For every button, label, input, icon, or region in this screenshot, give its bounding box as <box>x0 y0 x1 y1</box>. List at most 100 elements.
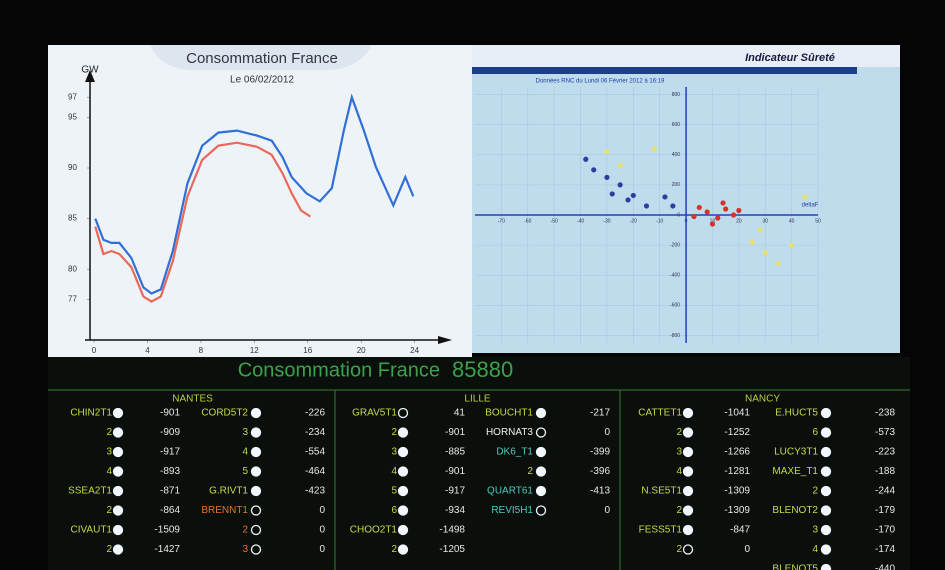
unit-value: -1509 <box>154 525 180 536</box>
board <box>48 357 910 570</box>
status-off <box>397 407 409 419</box>
status-on <box>112 505 124 516</box>
status-on <box>535 466 547 477</box>
unit-name: QUART61 <box>487 486 533 497</box>
status-on <box>250 466 262 477</box>
y-tick-label: -600 <box>670 303 680 309</box>
unit-name: BOUCHT1 <box>485 408 533 419</box>
y-tick-label: 77 <box>68 295 77 304</box>
unit-value: -423 <box>305 486 325 497</box>
series-line <box>94 93 415 295</box>
scatter-point <box>730 212 737 218</box>
x-tick-label: 0 <box>92 346 97 355</box>
unit-name: 2 <box>106 505 112 516</box>
x-tick-label: 20 <box>736 218 742 224</box>
status-on <box>535 407 547 419</box>
x-tick-label: 30 <box>762 218 768 224</box>
unit-value: -885 <box>445 447 465 458</box>
y-tick-label: -200 <box>670 242 680 248</box>
unit-value: 0 <box>604 505 610 516</box>
scatter-point <box>662 194 668 200</box>
scatter-point <box>625 197 631 203</box>
unit-value: -847 <box>730 525 750 536</box>
unit-name: BLENOT2 <box>772 505 818 516</box>
unit-value: -871 <box>160 486 180 497</box>
status-on <box>112 466 124 477</box>
unit-name: 2 <box>391 427 397 438</box>
unit-name: GRAV5T1 <box>352 408 397 419</box>
status-off <box>535 505 547 516</box>
status-on <box>820 505 832 516</box>
unit-value: -440 <box>875 564 895 570</box>
unit-name: CORD5T2 <box>201 408 248 419</box>
unit-value: -917 <box>445 486 465 497</box>
unit-value: -226 <box>305 408 325 419</box>
scatter-point <box>604 149 610 155</box>
status-off <box>250 505 262 516</box>
unit-value: -1281 <box>724 466 750 477</box>
unit-value: 0 <box>744 544 750 555</box>
unit-name: 4 <box>391 466 397 477</box>
status-on <box>682 505 694 516</box>
unit-name: HORNAT3 <box>486 427 533 438</box>
status-on <box>250 427 262 438</box>
unit-name: 2 <box>527 466 533 477</box>
x-tick-label: -40 <box>577 218 584 224</box>
y-tick-label: 95 <box>68 113 77 122</box>
unit-value: -223 <box>875 447 895 458</box>
y-axis-label: GW <box>81 65 99 76</box>
unit-name: REVI5H1 <box>491 505 533 516</box>
unit-name: SSEA2T1 <box>68 486 112 497</box>
unit-name: DK6_T1 <box>496 447 533 458</box>
unit-name: 3 <box>106 447 112 458</box>
status-on <box>820 485 832 497</box>
unit-name: 4 <box>812 544 818 555</box>
x-tick-label: -70 <box>498 218 505 224</box>
scatter-point <box>775 260 782 266</box>
status-off <box>250 544 262 555</box>
scatter-point <box>709 221 716 227</box>
y-tick-label: -800 <box>670 333 680 339</box>
unit-name: 5 <box>391 486 397 497</box>
y-tick-label: 600 <box>672 122 681 128</box>
axis-arrow <box>85 70 95 82</box>
scatter-point <box>720 200 726 206</box>
x-tick-label: 8 <box>199 346 204 355</box>
unit-value: -217 <box>590 408 610 419</box>
y-tick-label: 90 <box>68 163 77 172</box>
scatter-point <box>762 250 768 256</box>
unit-value: 0 <box>319 505 325 516</box>
scatter-point <box>609 191 615 197</box>
unit-value: -1498 <box>439 525 465 536</box>
status-on <box>682 446 694 458</box>
x-tick-label: -30 <box>603 218 610 224</box>
unit-value: 0 <box>319 525 325 536</box>
section-name: NANTES <box>172 394 213 405</box>
board-title: Consommation France <box>238 359 440 381</box>
unit-value: -1041 <box>724 408 750 419</box>
status-on <box>820 524 832 536</box>
right-header <box>472 45 900 67</box>
unit-value: -554 <box>305 447 325 458</box>
y-tick-label: 85 <box>68 214 77 223</box>
x-tick-label: -20 <box>630 218 637 224</box>
panel-subtitle: Données RNC du Lundi 06 Février 2012 à 1… <box>536 79 665 85</box>
scatter-point <box>802 194 808 200</box>
scatter-point <box>789 242 795 248</box>
left-screen <box>48 45 472 357</box>
unit-value: -1427 <box>154 544 180 555</box>
unit-value: -934 <box>445 505 465 516</box>
scatter-point <box>715 215 721 221</box>
y-tick-label: 200 <box>672 182 681 188</box>
x-tick-label: 24 <box>410 346 419 355</box>
scatter-point <box>736 207 742 214</box>
unit-value: 0 <box>319 544 325 555</box>
y-tick-label: 97 <box>68 92 77 101</box>
status-on <box>397 505 409 516</box>
scatter-point <box>749 239 755 245</box>
x-tick-label: 16 <box>303 346 312 355</box>
unit-name: CHOO2T1 <box>350 525 398 536</box>
status-on <box>112 485 124 497</box>
scatter-point <box>651 146 658 152</box>
